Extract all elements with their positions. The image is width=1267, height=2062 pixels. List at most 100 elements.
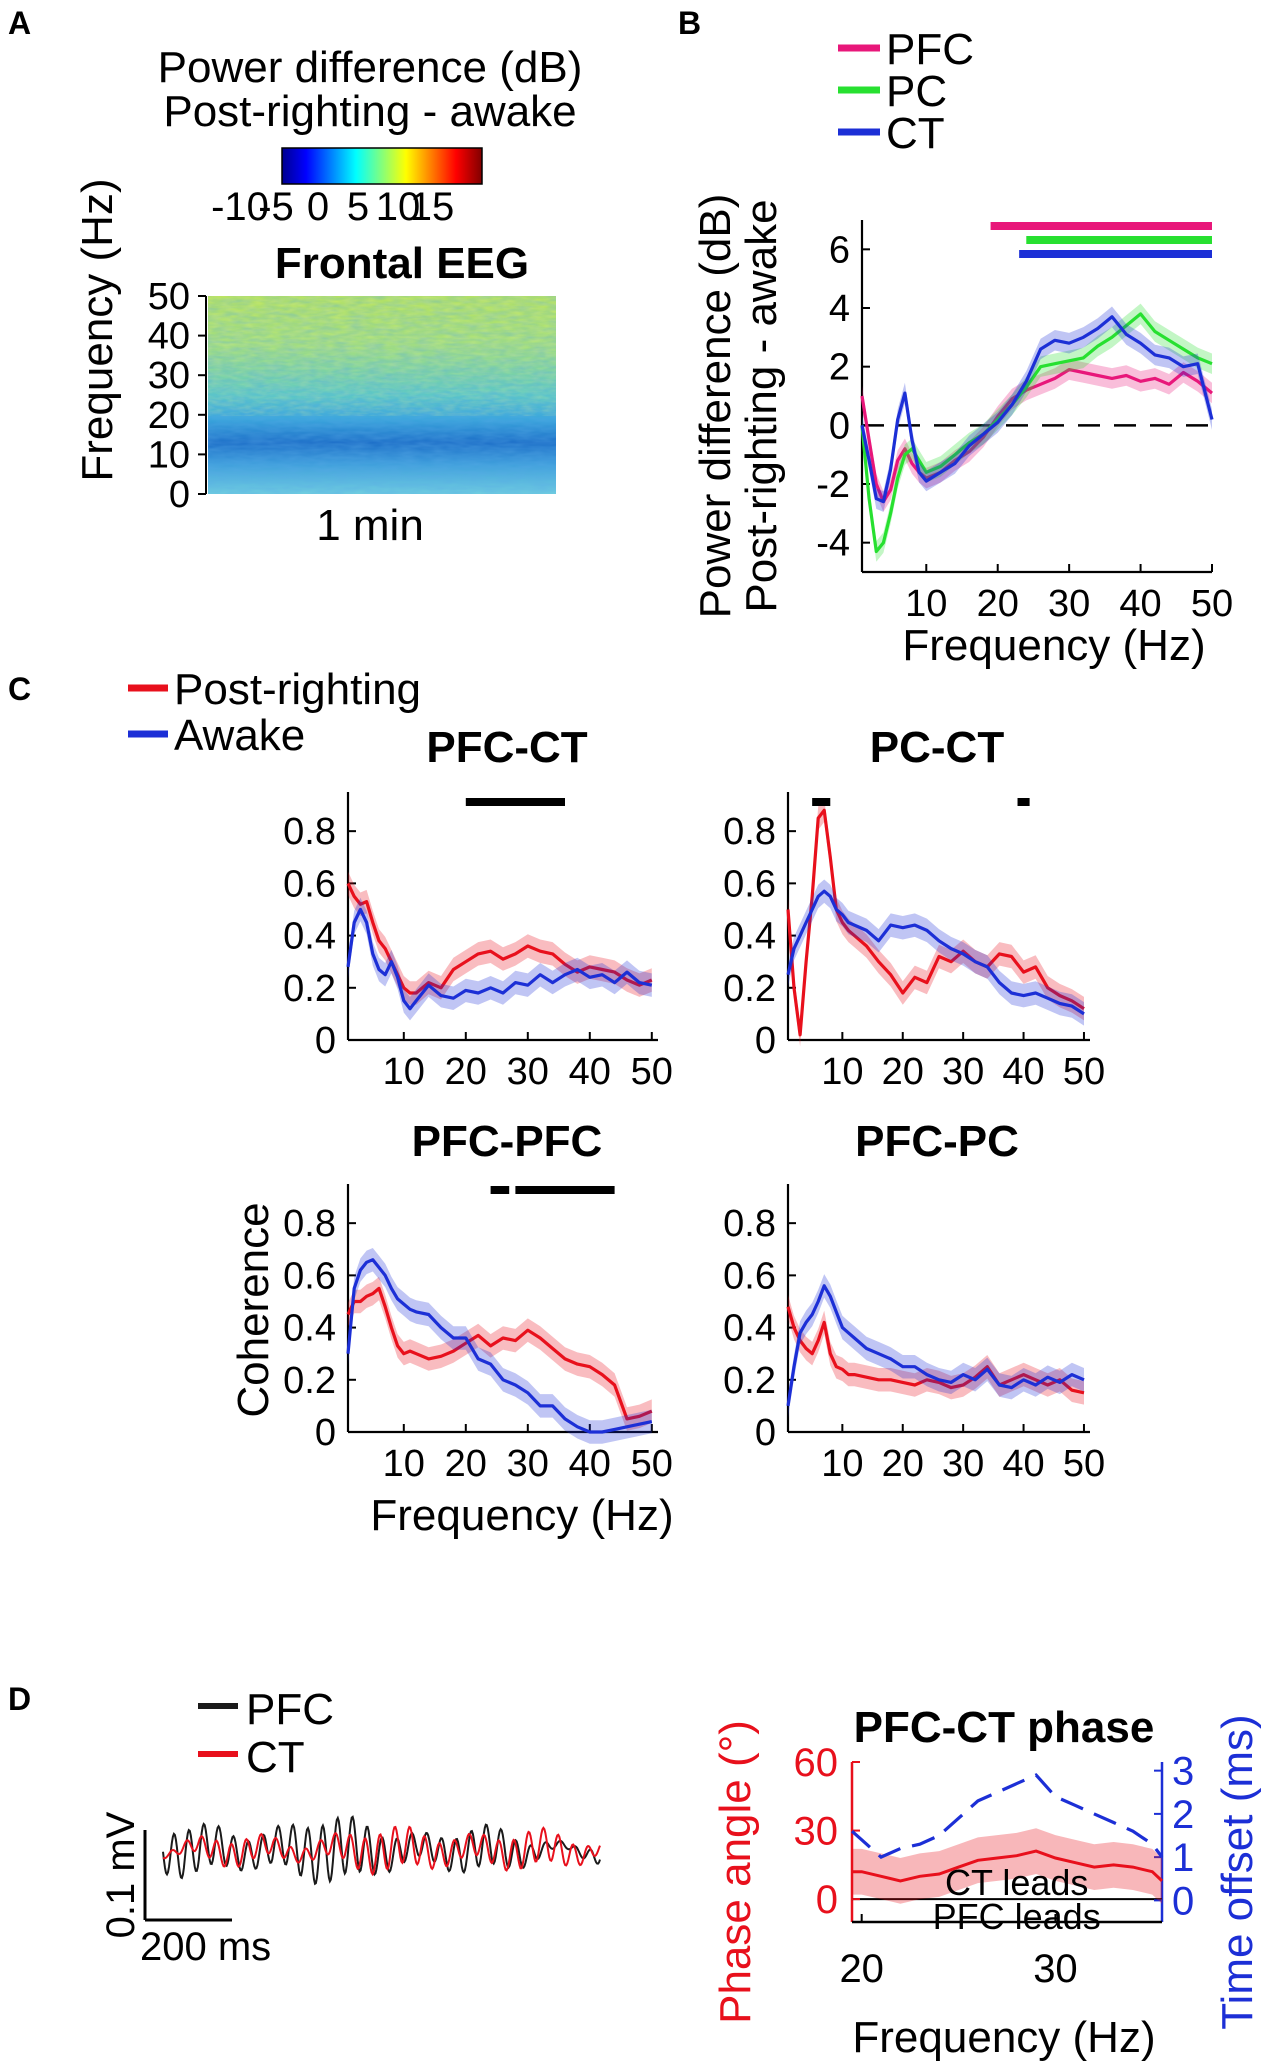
x-tick-label: 30 — [1033, 1947, 1078, 1991]
series-line-awake — [786, 1284, 1085, 1407]
x-tick-label: 50 — [631, 1051, 673, 1093]
y-tick-label: 0.4 — [283, 916, 336, 958]
spectrogram-ytick-label: 20 — [148, 395, 190, 437]
x-tick-label: 30 — [507, 1051, 549, 1093]
ct-trace — [162, 1825, 601, 1877]
x-axis-label: Frequency (Hz) — [370, 1491, 673, 1540]
y-tick-label: 0.4 — [723, 916, 776, 958]
x-tick-label: 40 — [569, 1051, 611, 1093]
spectrogram-title: Frontal EEG — [275, 239, 529, 288]
y-tick-label: -2 — [816, 464, 850, 506]
x-tick-label: 40 — [569, 1443, 611, 1485]
x-tick-label: 20 — [839, 1947, 884, 1991]
y-tick-label: 0.4 — [283, 1308, 336, 1350]
colorbar-tick-label: 0 — [307, 185, 329, 229]
panel-d-traces — [162, 1815, 601, 1886]
y-tick-label: 0.8 — [723, 811, 776, 853]
x-tick-label: 40 — [1002, 1051, 1044, 1093]
panel-a-title-line2: Post-righting - awake — [163, 87, 576, 136]
y-axis-label: Coherence — [229, 1202, 278, 1417]
y-tick-label: 0.2 — [283, 968, 336, 1010]
series-error-band — [862, 359, 1212, 512]
spectrogram-noise-high — [208, 296, 556, 416]
legend-label: CT — [886, 109, 945, 158]
chart-title: PFC-CT — [426, 723, 587, 772]
panel-d-scalebar: 0.1 mV 200 ms — [99, 1811, 271, 1969]
series-line-awake — [346, 1258, 653, 1434]
right-tick-label: 0 — [1172, 1879, 1194, 1923]
panel-a-title-line1: Power difference (dB) — [158, 43, 583, 92]
legend-label: PC — [886, 67, 947, 116]
colorbar — [281, 147, 483, 185]
panel-label-a: A — [8, 5, 31, 41]
y-tick-label: 0 — [829, 405, 850, 447]
x-tick-label: 10 — [821, 1051, 863, 1093]
panel-c-pc-ct-chart: 10 20 30 40 50 0 0.2 0.4 0.6 0.8 PC-CT — [723, 723, 1105, 1093]
y-axis-label-line1: Power difference (dB) — [691, 194, 740, 619]
spectrogram-ytick-label: 30 — [148, 355, 190, 397]
x-tick-label: 30 — [507, 1443, 549, 1485]
left-tick-label: 60 — [794, 1741, 839, 1785]
x-tick-label: 20 — [882, 1443, 924, 1485]
y-tick-label: 0.4 — [723, 1308, 776, 1350]
spectrogram-ytick-label: 10 — [148, 434, 190, 476]
legend-label: CT — [246, 1733, 305, 1782]
panel-c-pfc-pfc-chart: 10 20 30 40 50 0 0.2 0.4 0.6 0.8 PFC-PFC Frequency … — [229, 1117, 674, 1540]
y-tick-label: 0 — [315, 1020, 336, 1062]
left-tick-label: 0 — [816, 1878, 838, 1922]
series-error-band — [862, 303, 1212, 562]
x-tick-label: 30 — [1048, 583, 1090, 625]
x-tick-label: 40 — [1002, 1443, 1044, 1485]
series-line-post-righting — [346, 882, 653, 995]
phase-angle-line — [852, 1849, 1164, 1883]
colorbar-tick-label: -10 — [211, 185, 269, 229]
legend-label: Awake — [174, 711, 305, 760]
x-tick-label: 30 — [942, 1443, 984, 1485]
y-tick-label: 0 — [755, 1412, 776, 1454]
spectrogram-ytick-label: 50 — [148, 276, 190, 318]
y-tick-label: 0.2 — [283, 1360, 336, 1402]
spectrogram-xlabel: 1 min — [316, 501, 424, 550]
y-axis-label-line2: Post-righting - awake — [737, 199, 786, 612]
scalebar-v-label: 0.1 mV — [99, 1811, 143, 1938]
series-error-band — [348, 1276, 652, 1431]
panel-c-pfc-ct-chart: 10 20 30 40 50 0 0.2 0.4 0.6 0.8 PFC-CT — [283, 723, 673, 1093]
panel-label-b: B — [678, 5, 701, 41]
panel-label-c: C — [8, 671, 31, 707]
y-tick-label: 0.6 — [723, 1255, 776, 1297]
series-error-band — [788, 1274, 1084, 1418]
series-line-post-righting — [786, 808, 1085, 1037]
x-tick-label: 30 — [942, 1051, 984, 1093]
series-error-band — [788, 798, 1084, 1047]
left-tick-label: 30 — [794, 1810, 839, 1854]
y-tick-label: 0.2 — [723, 968, 776, 1010]
y-tick-label: -4 — [816, 523, 850, 565]
series-line-awake — [786, 889, 1085, 1016]
x-tick-label: 20 — [445, 1443, 487, 1485]
series-line-ct — [860, 315, 1214, 504]
x-tick-label: 50 — [631, 1443, 673, 1485]
y-tick-label: 0.6 — [283, 1255, 336, 1297]
annotation-pfc-leads: PFC leads — [933, 1896, 1101, 1937]
y-tick-label: 0.8 — [283, 1203, 336, 1245]
spectrogram-ylabel: Frequency (Hz) — [73, 178, 122, 481]
right-tick-label: 1 — [1172, 1836, 1194, 1880]
x-tick-label: 50 — [1063, 1051, 1105, 1093]
x-tick-label: 20 — [445, 1051, 487, 1093]
right-tick-label: 2 — [1172, 1793, 1194, 1837]
series-line-post-righting — [786, 1306, 1085, 1395]
x-tick-label: 50 — [1191, 583, 1233, 625]
x-tick-label: 10 — [383, 1443, 425, 1485]
legend-label: Post-righting — [174, 665, 421, 714]
x-tick-label: 40 — [1119, 583, 1161, 625]
y-tick-label: 6 — [829, 229, 850, 271]
x-tick-label: 10 — [905, 583, 947, 625]
y-tick-label: 0 — [755, 1020, 776, 1062]
colorbar-tick-label: -5 — [258, 185, 294, 229]
colorbar-tick-label: 10 — [376, 185, 421, 229]
y-tick-label: 0.8 — [723, 1203, 776, 1245]
series-error-band — [788, 879, 1084, 1026]
